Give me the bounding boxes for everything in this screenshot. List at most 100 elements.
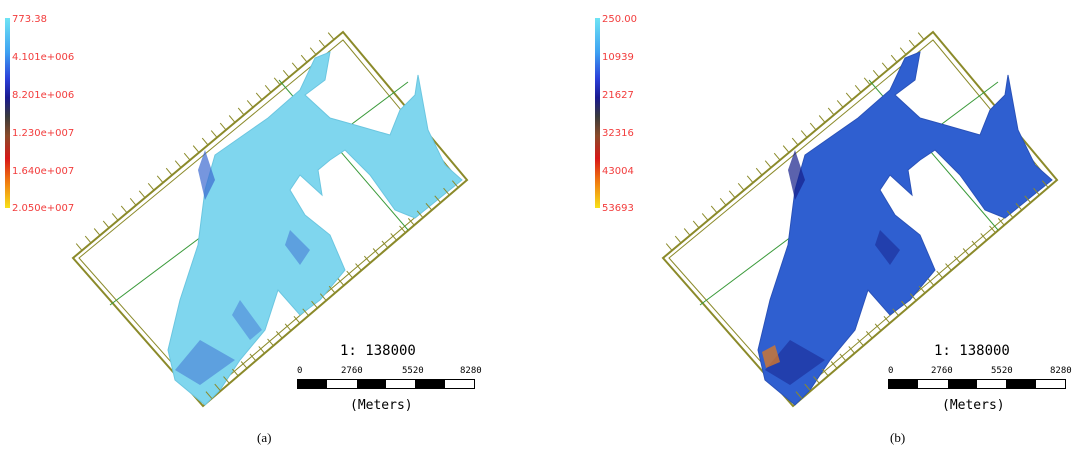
frame-tick [416,210,424,218]
legend-label: 250.00 [602,14,637,25]
frame-tick [300,54,308,63]
frame-tick [258,346,265,354]
frame-tick [93,228,101,236]
frame-tick [138,190,146,199]
frame-tick [755,167,763,176]
frame-tick [836,100,844,108]
frame-tick [953,255,961,264]
legend-colorbar [5,18,10,208]
frame-tick [1006,210,1014,218]
frame-tick [363,255,371,264]
frame-tick [918,285,926,294]
frame-tick [372,248,380,256]
scale-bar [297,379,475,389]
frame-tick [273,77,281,86]
frame-tick [683,228,691,236]
frame-tick [293,315,301,324]
scale-ratio: 1: 138000 [934,343,1010,359]
frame-tick [782,145,790,153]
frame-tick [821,368,829,377]
frame-tick [809,122,817,131]
survey-map-b [661,30,1059,408]
legend-label: 1.230e+007 [12,128,75,139]
frame-tick [210,130,218,138]
frame-tick [800,130,808,138]
frame-tick [201,137,209,146]
frame-tick [255,92,263,101]
frame-tick [857,338,864,347]
frame-tick [192,145,200,153]
frame-tick [246,100,254,108]
frame-tick [854,85,862,93]
coverage-texture [285,230,310,265]
frame-tick [302,308,309,316]
frame-tick [291,62,299,70]
frame-tick [346,270,353,279]
frame-tick [355,263,362,271]
frame-tick [399,225,406,234]
frame-tick [827,107,835,116]
frame-tick [980,233,987,241]
frame-tick [719,198,727,206]
legend-label: 4.101e+006 [12,52,75,63]
scale-tick-label: 8280 [460,366,482,376]
frame-tick [813,376,820,384]
frame-tick [147,182,155,191]
legend-label: 53693 [602,203,634,214]
frame-tick [174,160,182,168]
legend-label: 32316 [602,128,634,139]
frame-tick [830,361,838,369]
frame-tick [249,353,257,362]
figure-caption: (b) [890,430,906,445]
legend-colorbar [595,18,600,208]
frame-tick [863,77,871,86]
scale-tick-label: 2760 [341,366,363,376]
coverage-texture [788,150,805,200]
map-panel-a: 773.38 4.101e+006 8.201e+006 1.230e+007 … [0,0,540,451]
legend-label: 1.640e+007 [12,166,75,177]
scale-units: (Meters) [350,398,413,413]
frame-tick [845,92,853,101]
frame-tick [899,47,907,55]
legend-label: 43004 [602,166,634,177]
frame-tick [909,293,917,301]
frame-tick [75,243,83,251]
frame-tick [205,391,213,399]
frame-tick [407,218,415,226]
survey-coverage-area [757,51,1053,406]
frame-tick [165,167,173,176]
legend-label: 773.38 [12,14,47,25]
frame-tick [451,180,459,188]
frame-tick [971,240,979,249]
frame-tick [818,115,826,123]
frame-tick [997,218,1005,226]
frame-tick [890,54,898,63]
scale-tick-label: 0 [888,366,894,376]
frame-tick [701,213,709,221]
scale-tick-label: 2760 [931,366,953,376]
frame-tick [865,331,873,339]
frame-tick [804,383,811,392]
coverage-texture [198,150,215,200]
coverage-texture [765,340,825,385]
frame-tick [111,213,119,221]
frame-tick [848,346,855,354]
survey-map-a [71,30,469,408]
frame-ticks [665,32,1049,399]
frame-tick [275,331,283,339]
coverage-texture [175,340,235,385]
frame-tick [764,160,772,168]
frame-tick [231,368,239,377]
frame-tick [881,62,889,70]
frame-tick [692,220,700,229]
scale-tick-label: 0 [297,366,303,376]
hotspot [762,345,780,368]
frame-tick [892,308,899,316]
frame-tick [318,39,326,48]
frame-tick [228,115,236,123]
frame-tick [710,205,718,214]
frame-tick [839,353,847,362]
frame-tick [183,152,191,161]
frame-tick [282,69,290,78]
frame-tick [674,235,682,244]
